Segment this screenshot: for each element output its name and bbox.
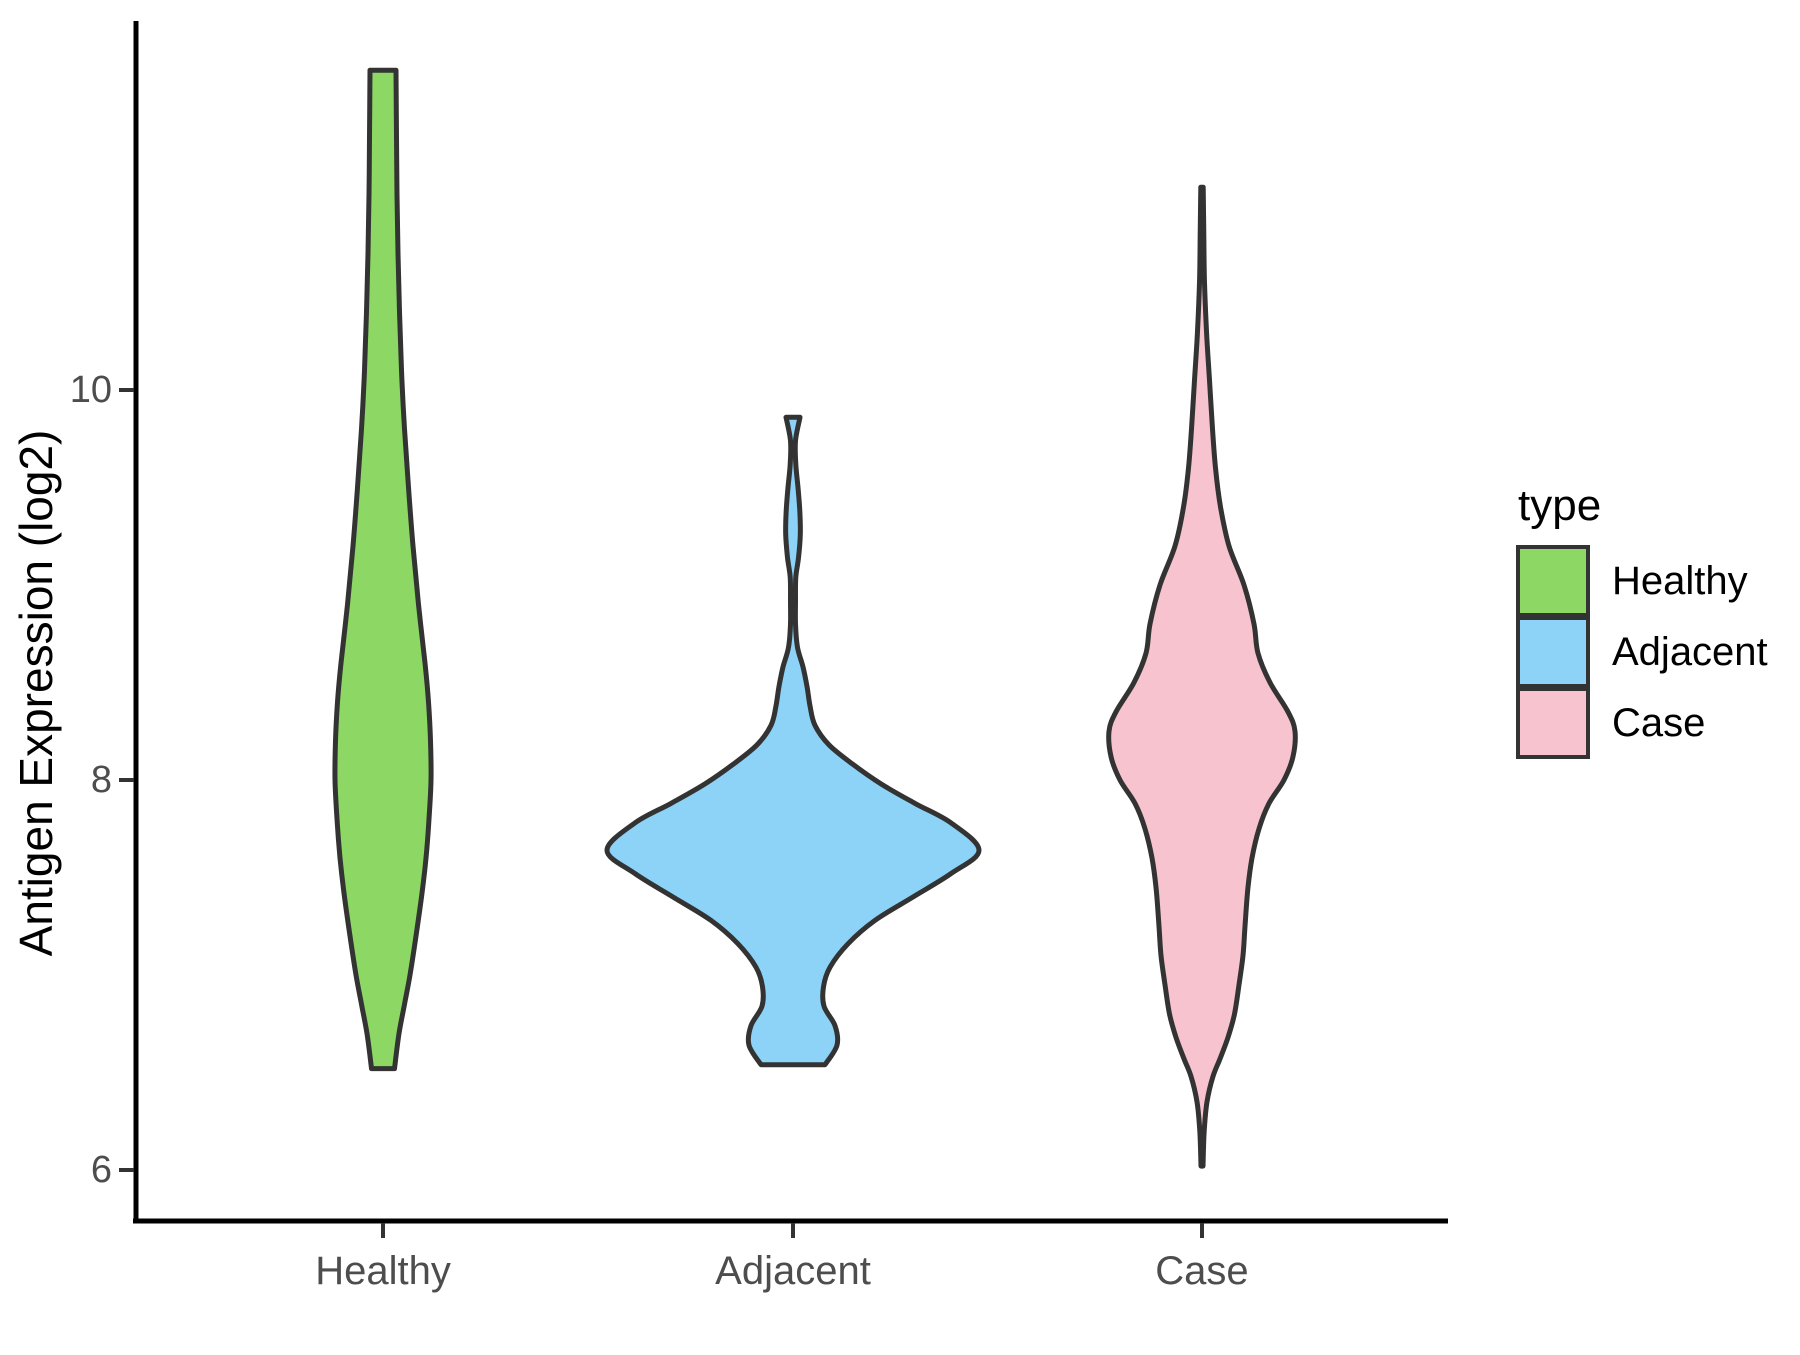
legend-key-adjacent: [1516, 616, 1590, 688]
legend-key-healthy: [1516, 545, 1590, 617]
y-tick-label-6: 6: [91, 1149, 112, 1191]
y-axis-title: Antigen Expression (log2): [10, 430, 62, 957]
legend-label-adjacent: Adjacent: [1612, 630, 1768, 674]
legend-label-healthy: Healthy: [1612, 559, 1748, 603]
violin-shapes: [332, 67, 1298, 1169]
violin-adjacent: [604, 414, 982, 1068]
violin-case: [1106, 184, 1298, 1169]
x-label-healthy: Healthy: [315, 1249, 451, 1293]
legend-title: type: [1518, 481, 1601, 530]
legend-label-case: Case: [1612, 701, 1705, 745]
y-tick-label-8: 8: [91, 759, 112, 801]
legend: type Healthy Adjacent Case: [1516, 481, 1768, 759]
legend-key-case: [1516, 687, 1590, 759]
violin-healthy: [332, 67, 434, 1072]
y-tick-label-10: 10: [70, 369, 112, 411]
x-label-adjacent: Adjacent: [715, 1249, 871, 1293]
x-label-case: Case: [1155, 1249, 1248, 1293]
